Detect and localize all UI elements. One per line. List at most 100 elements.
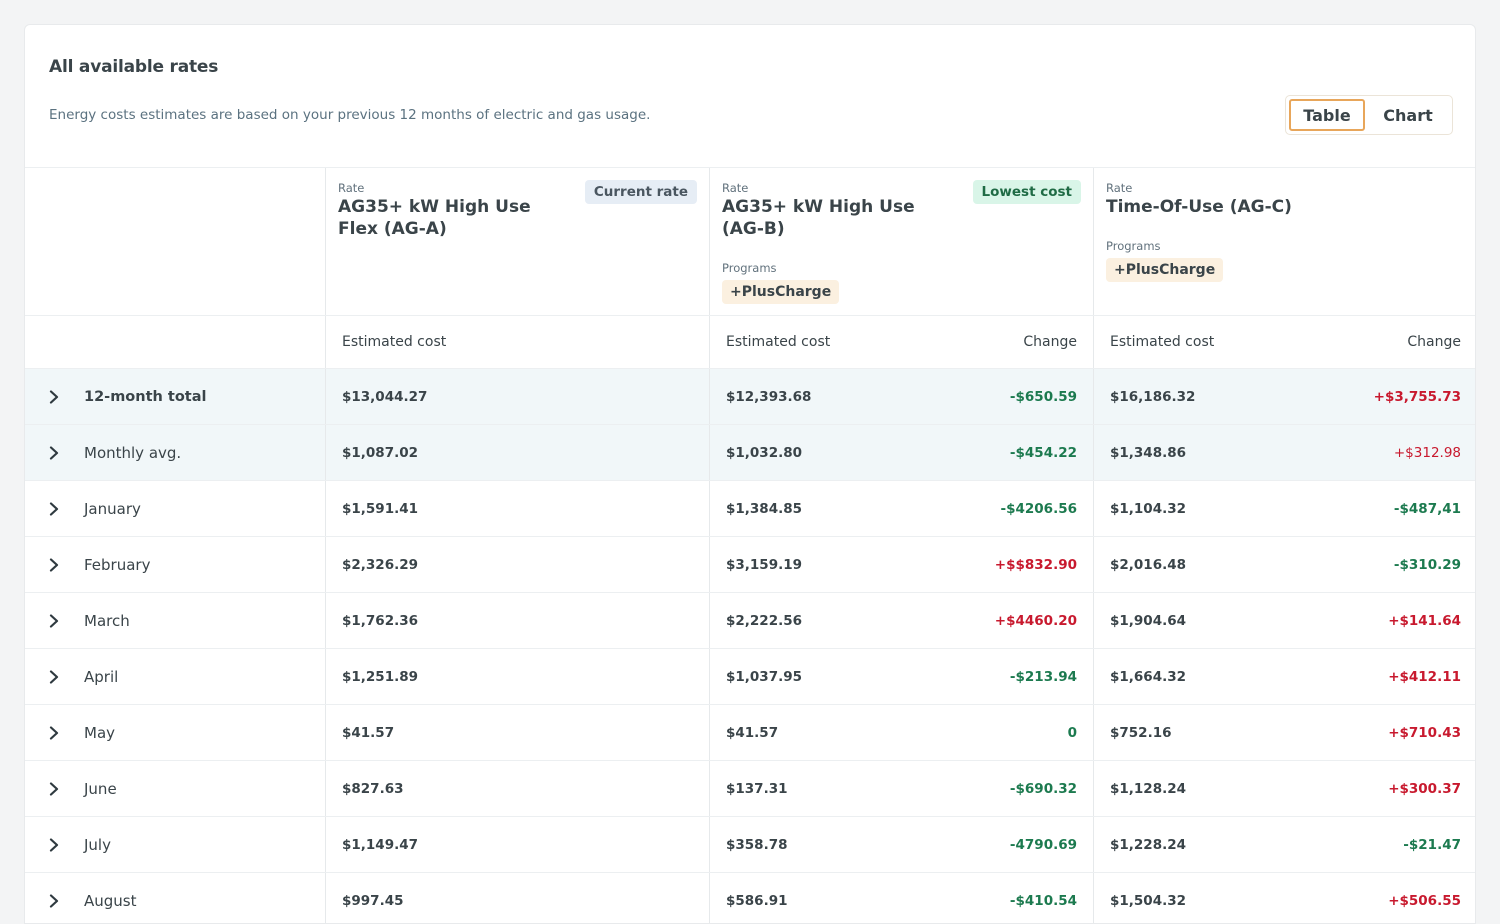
table-row[interactable]: 12-month total $13,044.27 $12,393.68 -$650.… [25, 368, 1475, 424]
change-header: Change [1407, 334, 1461, 350]
estimated-cost: $12,393.68 [726, 388, 812, 405]
row-label-cell: Monthly avg. [25, 425, 325, 480]
cost-cell: $1,504.32 +$506.55 [1093, 873, 1475, 923]
row-label: 12-month total [84, 388, 207, 405]
estimated-cost: $137.31 [726, 780, 788, 797]
cost-cell: $13,044.27 [325, 369, 709, 424]
table-row[interactable]: March $1,762.36 $2,222.56 +$4460.20 $1,904.6… [25, 592, 1475, 648]
estimated-cost: $41.57 [342, 724, 395, 741]
table-row[interactable]: January $1,591.41 $1,384.85 -$4206.56 $1,104… [25, 480, 1475, 536]
cost-cell: $12,393.68 -$650.59 [709, 369, 1093, 424]
row-label-cell: April [25, 649, 325, 704]
programs-label: Programs [722, 261, 777, 275]
rate-name: AG35+ kW High Use Flex (AG-A) [338, 197, 531, 239]
expand-chevron-icon[interactable] [47, 501, 61, 516]
cost-change: -$410.54 [1009, 892, 1077, 909]
change-header: Change [1023, 334, 1077, 350]
cost-cell: $997.45 [325, 873, 709, 923]
estimated-cost: $1,904.64 [1110, 612, 1187, 629]
cost-cell: $1,251.89 [325, 649, 709, 704]
estimated-cost: $1,504.32 [1110, 892, 1187, 909]
row-label: April [84, 667, 119, 686]
cost-change: +$3,755.73 [1373, 388, 1461, 405]
expand-chevron-icon[interactable] [47, 893, 61, 908]
estimated-cost: $1,591.41 [342, 500, 419, 517]
cost-cell: $1,228.24 -$21.47 [1093, 817, 1475, 872]
estimated-cost: $16,186.32 [1110, 388, 1196, 405]
row-label: March [84, 611, 130, 630]
cost-change: +$4460.20 [994, 612, 1077, 629]
rates-card: All available rates Energy costs estimat… [24, 24, 1476, 924]
estimated-cost: $1,037.95 [726, 668, 803, 685]
cost-cell: $1,128.24 +$300.37 [1093, 761, 1475, 816]
estimated-cost: $1,228.24 [1110, 836, 1187, 853]
expand-chevron-icon[interactable] [47, 389, 61, 404]
empty-column-header [25, 316, 325, 368]
cost-cell: $358.78 -4790.69 [709, 817, 1093, 872]
rate-label: Rate [722, 181, 749, 195]
row-label-cell: March [25, 593, 325, 648]
cost-cell: $752.16 +$710.43 [1093, 705, 1475, 760]
cost-cell: $1,591.41 [325, 481, 709, 536]
programs-label: Programs [1106, 239, 1161, 253]
cost-cell: $1,104.32 -$487,41 [1093, 481, 1475, 536]
estimated-cost: $997.45 [342, 892, 404, 909]
cost-cell: $1,904.64 +$141.64 [1093, 593, 1475, 648]
chart-view-button[interactable]: Chart [1383, 105, 1433, 125]
table-row[interactable]: May $41.57 $41.57 0 $752.16 +$710.43 [25, 704, 1475, 760]
estimated-cost: $2,016.48 [1110, 556, 1187, 573]
estimated-cost: $41.57 [726, 724, 779, 741]
row-label-cell: July [25, 817, 325, 872]
cost-cell: $1,037.95 -$213.94 [709, 649, 1093, 704]
expand-chevron-icon[interactable] [47, 669, 61, 684]
table-row[interactable]: February $2,326.29 $3,159.19 +$$832.90 $2,01… [25, 536, 1475, 592]
cost-cell: $16,186.32 +$3,755.73 [1093, 369, 1475, 424]
program-tag: +PlusCharge [1106, 258, 1224, 282]
row-label: February [84, 555, 151, 574]
estimated-cost-header: Estimated cost [342, 334, 447, 350]
row-label: January [84, 499, 141, 518]
row-label-cell: June [25, 761, 325, 816]
cost-cell: $1,149.47 [325, 817, 709, 872]
expand-chevron-icon[interactable] [47, 613, 61, 628]
cost-cell: $3,159.19 +$$832.90 [709, 537, 1093, 592]
rate-label: Rate [338, 181, 365, 195]
cost-cell: $1,664.32 +$412.11 [1093, 649, 1475, 704]
estimated-cost: $13,044.27 [342, 388, 428, 405]
cost-cell: $827.63 [325, 761, 709, 816]
table-row[interactable]: Monthly avg. $1,087.02 $1,032.80 -$454.22 $1… [25, 424, 1475, 480]
table-view-button[interactable]: Table [1289, 99, 1365, 131]
row-label: July [84, 835, 111, 854]
cost-cell: $137.31 -$690.32 [709, 761, 1093, 816]
expand-chevron-icon[interactable] [47, 445, 61, 460]
page-subtitle: Energy costs estimates are based on your… [49, 107, 651, 123]
rate-header-ag-a: Rate AG35+ kW High Use Flex (AG-A) Curre… [325, 168, 709, 315]
expand-chevron-icon[interactable] [47, 781, 61, 796]
estimated-cost-header: Estimated cost [726, 334, 831, 350]
row-label-cell: January [25, 481, 325, 536]
row-label: August [84, 891, 137, 910]
table-row[interactable]: April $1,251.89 $1,037.95 -$213.94 $1,664.32… [25, 648, 1475, 704]
cost-change: +$312.98 [1393, 444, 1461, 461]
cost-cell: $1,087.02 [325, 425, 709, 480]
row-label-cell: May [25, 705, 325, 760]
cost-cell: $1,384.85 -$4206.56 [709, 481, 1093, 536]
cost-cell: $1,762.36 [325, 593, 709, 648]
column-header: Estimated cost Change [1093, 316, 1475, 368]
table-row[interactable]: August $997.45 $586.91 -$410.54 $1,504.32 +$5… [25, 872, 1475, 923]
row-label-cell: August [25, 873, 325, 923]
cost-change: +$506.55 [1388, 892, 1461, 909]
table-body: 12-month total $13,044.27 $12,393.68 -$650.… [25, 368, 1475, 923]
table-row[interactable]: July $1,149.47 $358.78 -4790.69 $1,228.24 -$2… [25, 816, 1475, 872]
expand-chevron-icon[interactable] [47, 557, 61, 572]
table-row[interactable]: June $827.63 $137.31 -$690.32 $1,128.24 +$300… [25, 760, 1475, 816]
rate-label: Rate [1106, 181, 1133, 195]
cost-cell: $41.57 [325, 705, 709, 760]
expand-chevron-icon[interactable] [47, 725, 61, 740]
expand-chevron-icon[interactable] [47, 837, 61, 852]
rates-table: Rate AG35+ kW High Use Flex (AG-A) Curre… [25, 167, 1475, 923]
estimated-cost: $1,032.80 [726, 444, 803, 461]
cost-cell: $1,032.80 -$454.22 [709, 425, 1093, 480]
estimated-cost: $1,128.24 [1110, 780, 1187, 797]
rate-name: Time-Of-Use (AG-C) [1106, 197, 1292, 217]
